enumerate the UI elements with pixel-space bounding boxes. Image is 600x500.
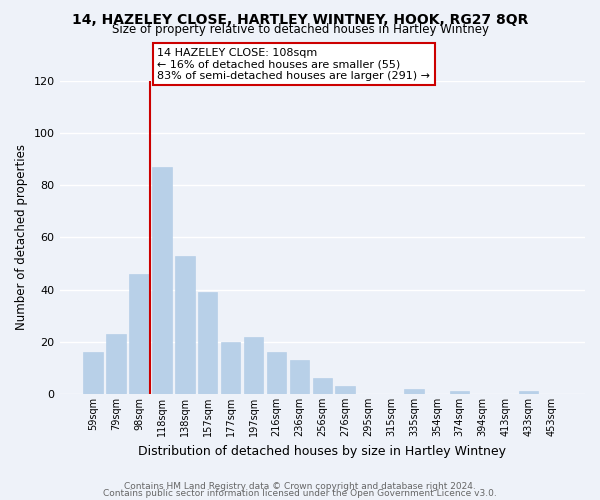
Bar: [335, 386, 355, 394]
Bar: [244, 336, 263, 394]
Text: Size of property relative to detached houses in Hartley Wintney: Size of property relative to detached ho…: [112, 24, 488, 36]
Bar: [152, 167, 172, 394]
Bar: [267, 352, 286, 394]
Bar: [129, 274, 149, 394]
Text: 14, HAZELEY CLOSE, HARTLEY WINTNEY, HOOK, RG27 8QR: 14, HAZELEY CLOSE, HARTLEY WINTNEY, HOOK…: [72, 12, 528, 26]
Bar: [313, 378, 332, 394]
Bar: [175, 256, 194, 394]
Bar: [290, 360, 309, 394]
Bar: [83, 352, 103, 394]
Bar: [106, 334, 126, 394]
Bar: [450, 392, 469, 394]
Text: Contains public sector information licensed under the Open Government Licence v3: Contains public sector information licen…: [103, 489, 497, 498]
Bar: [519, 392, 538, 394]
Text: Contains HM Land Registry data © Crown copyright and database right 2024.: Contains HM Land Registry data © Crown c…: [124, 482, 476, 491]
Text: 14 HAZELEY CLOSE: 108sqm
← 16% of detached houses are smaller (55)
83% of semi-d: 14 HAZELEY CLOSE: 108sqm ← 16% of detach…: [157, 48, 430, 80]
X-axis label: Distribution of detached houses by size in Hartley Wintney: Distribution of detached houses by size …: [138, 444, 506, 458]
Bar: [404, 389, 424, 394]
Y-axis label: Number of detached properties: Number of detached properties: [15, 144, 28, 330]
Bar: [221, 342, 241, 394]
Bar: [198, 292, 217, 394]
